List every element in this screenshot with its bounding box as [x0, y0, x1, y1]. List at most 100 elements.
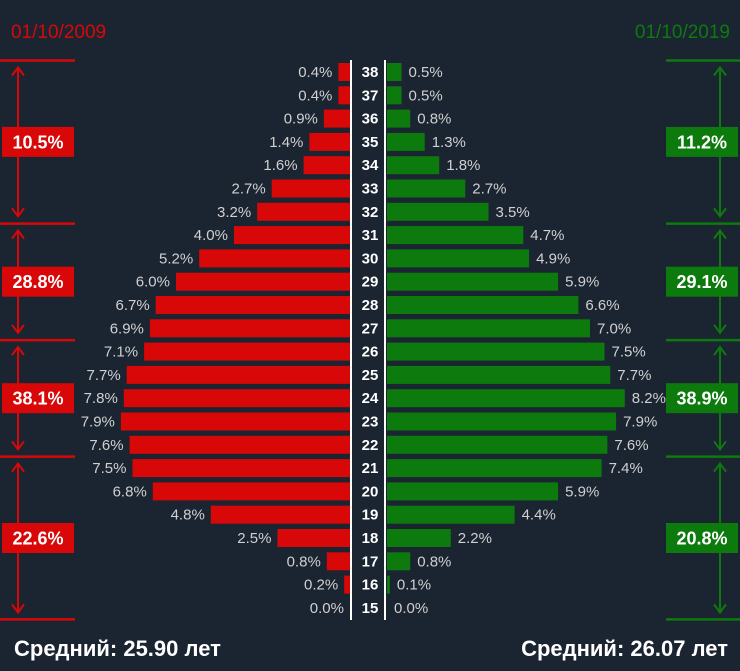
bar-2009 [149, 319, 350, 338]
bar-2019 [387, 249, 530, 268]
bar-2019 [387, 459, 602, 478]
left-date-title: 01/10/2009 [11, 22, 107, 43]
bar-2019 [387, 86, 402, 105]
age-label: 25 [362, 367, 379, 384]
bar-label-2019: 2.7% [472, 181, 506, 198]
bar-label-2009: 5.2% [159, 250, 193, 267]
bar-label-2009: 1.4% [269, 134, 303, 151]
bar-label-2009: 0.9% [284, 111, 318, 128]
arrow-head-up-icon [11, 228, 25, 240]
age-label: 36 [362, 111, 379, 128]
bar-2019 [387, 132, 425, 151]
bar-label-2019: 0.0% [394, 600, 428, 617]
bar-2019 [387, 319, 590, 338]
bar-2009 [144, 342, 350, 361]
age-label: 31 [362, 227, 379, 244]
bar-label-2019: 5.9% [565, 274, 599, 291]
bar-label-2019: 0.5% [409, 64, 443, 81]
bar-2009 [123, 389, 350, 408]
arrow-head-up-icon [713, 65, 727, 77]
bar-label-2009: 4.0% [194, 227, 228, 244]
bar-label-2019: 4.4% [522, 507, 556, 524]
group-share-label: 20.8% [676, 529, 727, 549]
bar-label-2009: 4.8% [171, 507, 205, 524]
bar-label-2009: 7.8% [84, 390, 118, 407]
bar-label-2009: 7.9% [81, 414, 115, 431]
group-share-label: 29.1% [676, 272, 727, 292]
bar-label-2019: 0.8% [417, 111, 451, 128]
age-label: 24 [362, 390, 379, 407]
group-share-label: 38.9% [676, 389, 727, 409]
bar-label-2009: 6.9% [110, 320, 144, 337]
bar-2019 [387, 552, 411, 571]
bar-2019 [387, 575, 390, 594]
age-label: 28 [362, 297, 379, 314]
right-average-unit: лет [691, 636, 728, 661]
bar-2009 [323, 109, 350, 128]
age-label: 38 [362, 64, 379, 81]
arrow-head-up-icon [713, 228, 727, 240]
bar-2009 [210, 505, 350, 524]
arrow-head-down-icon [11, 440, 25, 451]
bar-label-2009: 6.7% [115, 297, 149, 314]
bar-label-2009: 7.1% [104, 344, 138, 361]
bar-2019 [387, 202, 489, 221]
bar-2009 [234, 226, 350, 245]
age-label: 27 [362, 320, 379, 337]
age-label: 22 [362, 437, 379, 454]
bar-2009 [152, 482, 350, 501]
arrow-head-down-icon [713, 440, 727, 451]
bar-2019 [387, 435, 608, 454]
bar-label-2019: 0.5% [409, 87, 443, 104]
bar-label-2019: 2.2% [458, 530, 492, 547]
bar-2019 [387, 412, 617, 431]
bar-2009 [129, 435, 350, 454]
bar-2019 [387, 63, 402, 81]
arrow-head-down-icon [11, 324, 25, 335]
bar-label-2009: 1.6% [263, 157, 297, 174]
left-average-value: 25.90 [123, 636, 179, 661]
bar-2009 [120, 412, 351, 431]
bar-label-2019: 0.1% [397, 577, 431, 594]
bar-2019 [387, 272, 559, 291]
bar-label-2019: 7.5% [612, 344, 646, 361]
arrow-head-up-icon [11, 345, 25, 356]
bar-label-2019: 7.9% [623, 414, 657, 431]
bar-label-2019: 8.2% [632, 390, 666, 407]
age-label: 19 [362, 507, 379, 524]
age-label: 21 [362, 460, 379, 477]
bar-2009 [132, 459, 350, 478]
arrow-head-down-icon [713, 324, 727, 335]
bar-2009 [199, 249, 350, 268]
arrow-head-down-icon [11, 207, 25, 218]
group-share-badge [2, 383, 74, 414]
bar-label-2019: 7.4% [609, 460, 643, 477]
age-label: 26 [362, 344, 379, 361]
bar-label-2009: 2.7% [231, 181, 265, 198]
arrow-head-up-icon [713, 345, 727, 356]
bar-2009 [326, 552, 350, 571]
bar-label-2019: 0.8% [417, 553, 451, 570]
group-share-badge [666, 383, 738, 414]
bar-2019 [387, 109, 411, 128]
bar-2019 [387, 156, 440, 175]
left-average-age: Средний: 25.90 лет [14, 636, 221, 662]
bar-label-2009: 0.2% [304, 577, 338, 594]
bar-label-2009: 0.8% [287, 553, 321, 570]
bar-label-2009: 0.4% [298, 64, 332, 81]
right-average-label: Средний: [521, 636, 625, 661]
arrow-head-up-icon [11, 461, 25, 473]
bar-2009 [155, 296, 350, 314]
age-label: 33 [362, 181, 379, 198]
bar-label-2009: 6.8% [113, 483, 147, 500]
bar-2019 [387, 365, 611, 384]
age-label: 34 [362, 157, 379, 174]
bar-2009 [303, 156, 350, 175]
bar-2019 [387, 482, 559, 501]
age-label: 17 [362, 553, 379, 570]
bar-2019 [387, 389, 625, 408]
right-date-title: 01/10/2019 [634, 22, 730, 43]
right-average-value: 26.07 [630, 636, 686, 661]
left-average-unit: лет [184, 636, 221, 661]
